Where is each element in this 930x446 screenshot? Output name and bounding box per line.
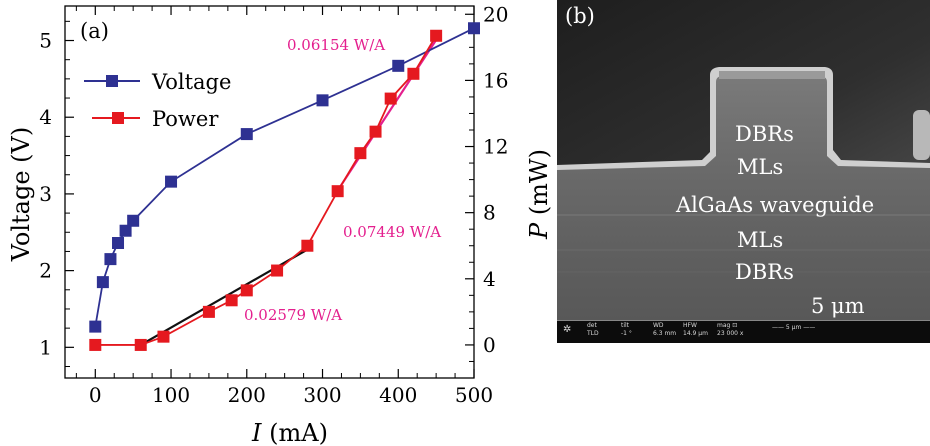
power-point [157,330,170,343]
y-left-tick-label: 4 [39,105,52,129]
panel-label-a: (a) [80,19,109,43]
sem-info-wd: WD 6.3 mm [653,322,676,338]
panel-label-b: (b) [565,4,595,28]
voltage-point [165,175,178,188]
power-point [240,284,253,297]
sem-ridge-body [557,76,930,343]
sem-logo-icon: ✲ [563,324,572,335]
voltage-point [119,224,132,237]
power-point [331,185,344,198]
power-point [384,92,397,105]
annotation-slope-low: 0.02579 W/A [244,306,342,324]
power-point [225,294,238,307]
voltage-point [316,94,329,107]
x-axis-var: I [251,419,262,446]
sem-info-val: -1 ° [621,330,632,337]
power-point [89,338,102,351]
x-tick-label: 500 [455,383,493,407]
sem-info-head: HFW [683,322,697,329]
x-tick-label: 200 [228,383,266,407]
x-tick-label: 300 [303,383,341,407]
sem-info-val: 14.9 μm [683,330,708,337]
sem-layer-mls-bottom: MLs [737,228,784,252]
voltage-point [468,22,480,35]
x-axis-unit: (mA) [262,419,328,446]
sem-info-tilt: tilt -1 ° [621,322,632,338]
sem-info-hfw: HFW 14.9 μm [683,322,708,338]
legend-power-marker [112,112,124,124]
voltage-point [89,320,102,333]
y-left-tick-label: 2 [39,259,52,283]
sem-info-head: WD [653,322,664,329]
y-right-tick-label: 16 [483,68,508,92]
sem-info-mag: mag ⊡ 23 000 x [717,322,743,338]
sem-info-val: TLD [587,330,599,337]
y-left-tick-label: 3 [39,182,52,206]
sem-info-head: mag ⊡ [717,322,738,329]
legend-power-label: Power [152,107,219,131]
legend: Voltage Power [84,70,231,131]
y-right-tick-label: 12 [483,135,508,159]
y-right-tick-label: 4 [483,267,496,291]
y-right-tick-label: 0 [483,333,496,357]
voltage-point [96,276,109,289]
power-point [134,338,147,351]
sem-image: (b) DBRs MLs AlGaAs waveguide MLs DBRs 5… [557,0,930,343]
voltage-point [112,237,125,250]
power-point [202,305,215,318]
power-point [271,264,284,277]
x-tick-label: 400 [379,383,417,407]
annotation-slope-high: 0.06154 W/A [287,36,385,54]
legend-voltage-marker [106,75,118,87]
sem-ridge-cap [719,71,825,79]
voltage-point [392,59,405,72]
sem-layer-waveguide: AlGaAs waveguide [676,193,875,217]
sem-scale-label: 5 μm [811,294,865,318]
voltage-point [127,214,140,227]
legend-voltage-label: Voltage [151,70,231,94]
sem-info-head: det [587,322,597,329]
sem-info-det: det TLD [587,322,599,338]
sem-layer-dbrs-bottom: DBRs [735,260,794,284]
x-tick-label: 0 [89,383,102,407]
y-axis-right-unit: (mW) [525,149,553,223]
power-series-line [95,35,437,346]
x-tick-label: 100 [152,383,190,407]
power-point [407,67,420,80]
sem-layer-mls-top: MLs [737,155,784,179]
annotation-slope-mid: 0.07449 W/A [343,223,441,241]
sem-info-bar: ✲ det TLD tilt -1 ° WD 6.3 mm HFW 14.9 μ… [557,320,930,343]
voltage-point [104,253,117,266]
sem-structure [557,0,930,343]
y-right-tick-label: 8 [483,201,496,225]
power-point [301,239,314,252]
y-axis-left-label: Voltage (V) [7,127,35,262]
sem-info-val: 23 000 x [717,330,744,337]
sem-info-scalebar: —— 5 μm —— [772,324,816,331]
voltage-point [240,128,253,141]
sem-layer-dbrs-top: DBRs [735,122,794,146]
y-axis-right-label: P (mW) [525,149,553,240]
x-axis-label: I (mA) [251,419,328,446]
sem-right-bump [913,110,930,160]
power-point [369,125,382,138]
plot-frame [64,5,475,379]
y-left-tick-label: 5 [39,29,52,53]
series-layer [89,22,480,351]
sem-info-val: 6.3 mm [653,330,677,337]
power-point [430,29,443,42]
y-left-tick-label: 1 [39,335,52,359]
y-axis-right-var: P [525,222,553,240]
y-right-tick-label: 20 [483,2,508,26]
power-point [354,147,367,160]
sem-info-head: tilt [621,322,630,329]
